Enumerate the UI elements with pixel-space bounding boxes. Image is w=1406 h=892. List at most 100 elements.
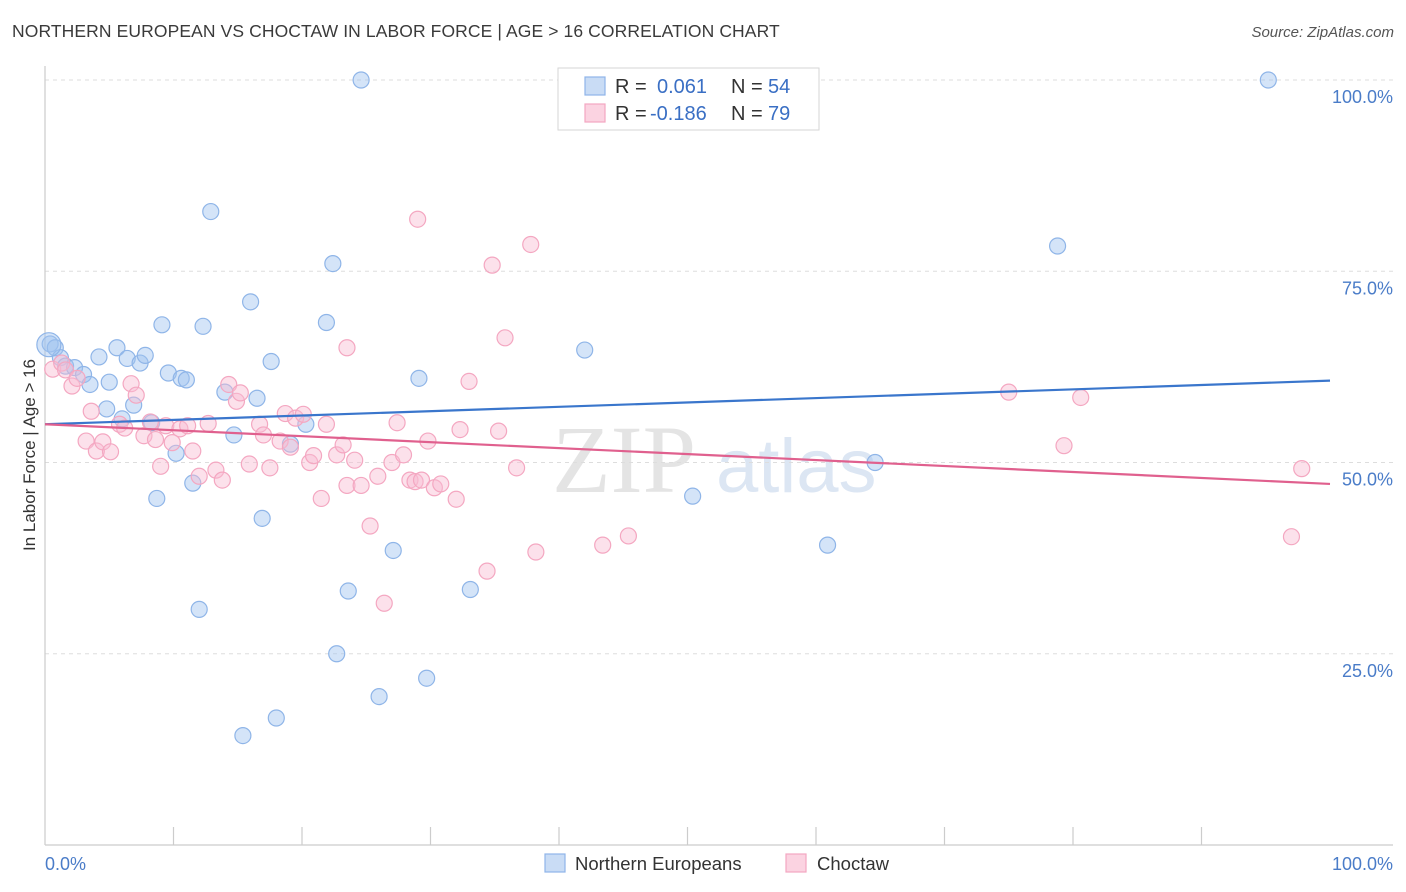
data-point [281,438,300,456]
data-point [267,709,285,727]
bottom-legend-swatch-choctaw [785,853,807,873]
data-point [261,459,279,477]
data-point [1282,528,1301,546]
data-point [184,442,202,460]
data-point [370,687,388,706]
data-point [317,415,336,433]
data-point [1072,388,1090,407]
x-tick-label: 0.0% [45,854,86,874]
axes [44,66,1393,846]
data-point [619,527,637,545]
data-point [1055,437,1073,455]
legend-bottom: Northern Europeans Choctaw [544,853,890,874]
x-tick-label: 100.0% [1332,854,1393,874]
data-point [328,645,346,663]
watermark-atlas: atlas [716,424,877,509]
data-point [1293,460,1311,478]
data-point [447,490,465,508]
data-point [225,426,243,444]
bottom-legend-label-choctaw: Choctaw [817,853,890,874]
data-point [159,364,177,382]
data-point [194,317,212,335]
data-point [338,339,356,357]
data-point [1259,71,1277,89]
data-point [271,432,289,450]
legend-r-value-1: -0.186 [650,103,707,125]
data-point [98,400,116,418]
data-point [369,467,387,485]
legend-n-label-1: N = [731,103,763,125]
y-tick-label: 50.0% [1342,470,1393,490]
data-point [1048,237,1067,255]
legend-swatch-northern-europeans [584,76,606,96]
data-point [82,402,100,420]
data-point [346,451,364,469]
data-point [818,536,837,554]
trend-line-northern-europeans [44,379,1331,426]
data-point [248,389,266,407]
data-point [227,392,246,410]
data-point [384,541,402,560]
data-point [127,386,145,404]
y-tick-label: 100.0% [1332,87,1393,107]
data-point [461,580,479,599]
data-point [177,371,195,389]
bottom-legend-swatch-northern-europeans [544,853,566,873]
data-point [242,293,260,311]
data-point [352,476,370,495]
legend-n-label-0: N = [731,76,763,98]
data-point [483,256,501,274]
data-point [68,369,86,387]
data-point [388,414,406,432]
data-point [409,210,427,228]
tick-labels: 25.0% 50.0% 75.0% 100.0% 0.0% 100.0% [45,87,1393,874]
points-northern-europeans [36,71,1277,745]
data-point [576,341,594,359]
data-point [394,446,413,464]
trend-line-choctaw [44,423,1331,486]
watermark-zip: ZIP [552,406,696,513]
legend-n-value-0: 54 [768,76,790,98]
data-point [317,313,336,332]
data-point [87,442,106,460]
data-point [148,489,166,508]
data-point [338,476,356,495]
points-choctaw [44,210,1311,612]
legend-r-value-0: 0.061 [657,76,707,98]
data-point [594,536,612,554]
y-tick-label: 25.0% [1342,661,1393,681]
data-point [44,360,62,378]
data-point [286,409,305,427]
data-point [496,329,514,347]
data-point [118,349,136,368]
data-point [361,517,379,535]
data-point [108,339,126,357]
data-point [276,404,294,423]
legend-r-label-0: R = [615,76,647,98]
data-point [143,414,161,432]
trend-lines [44,379,1331,486]
data-point [412,471,431,489]
data-point [478,562,496,580]
data-point [167,444,185,462]
data-point [410,369,428,387]
data-point [136,346,154,364]
data-point [152,457,170,475]
data-point [334,436,352,454]
data-point [240,455,258,473]
data-point [77,432,95,450]
data-point [339,582,357,600]
data-point [451,421,469,439]
bottom-legend-label-northern-europeans: Northern Europeans [575,853,742,874]
data-point [312,489,330,508]
data-point-cluster [36,332,62,358]
data-point [231,384,249,402]
data-point [101,443,120,461]
data-point [352,71,370,89]
data-point [202,202,220,221]
data-point [262,352,280,371]
data-point [507,459,526,477]
data-point [684,487,702,505]
legend-r-label-1: R = [615,103,647,125]
